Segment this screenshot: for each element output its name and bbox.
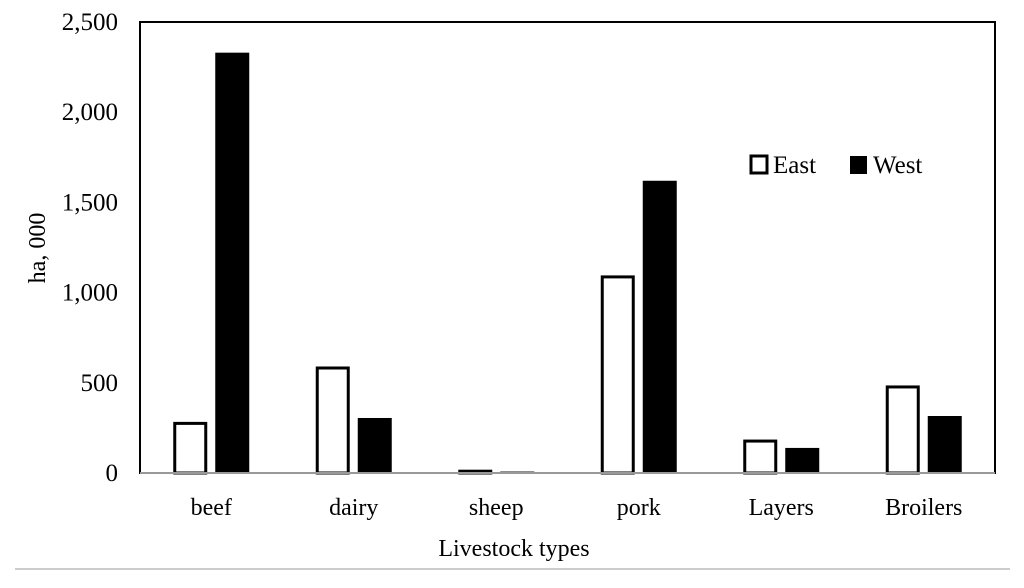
legend-swatch-west xyxy=(850,156,867,174)
x-tick-label: beef xyxy=(191,495,232,521)
legend-swatch-east xyxy=(749,154,769,175)
bar-west-dairy xyxy=(357,417,392,473)
x-tick-label: Layers xyxy=(749,495,814,521)
legend-label-east: East xyxy=(773,152,816,179)
y-tick-label: 500 xyxy=(81,370,119,397)
legend-label-west: West xyxy=(873,152,922,179)
y-tick-label: 2,500 xyxy=(62,9,118,36)
bar-east-pork xyxy=(600,275,635,475)
bar-east-dairy xyxy=(315,366,350,475)
bar-east-broilers xyxy=(885,385,920,475)
x-tick-label: pork xyxy=(617,495,661,521)
bar-east-layers xyxy=(743,439,778,475)
bar-west-layers xyxy=(785,447,820,473)
y-axis-label: ha, 000 xyxy=(25,213,51,284)
y-tick-label: 0 xyxy=(106,460,119,487)
legend: East West xyxy=(749,152,922,179)
bar-west-beef xyxy=(215,52,250,473)
bar-east-beef xyxy=(173,421,208,475)
y-tick-label: 2,000 xyxy=(62,99,118,126)
x-tick-label: Broilers xyxy=(885,495,962,521)
plot-frame xyxy=(139,21,996,474)
bar-west-pork xyxy=(642,180,677,473)
y-tick-label: 1,500 xyxy=(62,189,118,216)
y-tick-label: 1,000 xyxy=(62,280,118,307)
x-tick-label: sheep xyxy=(469,495,524,521)
bar-west-broilers xyxy=(927,415,962,473)
x-axis-label: Livestock types xyxy=(438,536,589,562)
x-tick-label: dairy xyxy=(329,495,378,521)
